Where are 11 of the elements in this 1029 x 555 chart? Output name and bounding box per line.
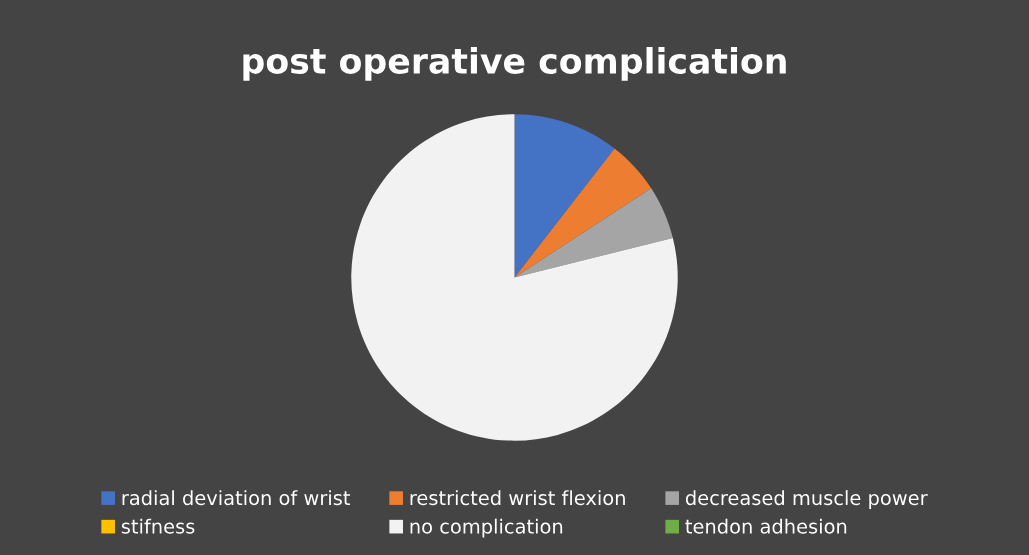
legend-label: tendon adhesion — [685, 518, 847, 534]
pie-slice — [351, 114, 678, 441]
legend-label: stifness — [121, 518, 195, 534]
pie-slice — [514, 114, 615, 278]
legend-label: restricted wrist flexion — [410, 490, 625, 506]
pie-slice — [514, 188, 673, 278]
legend-label: no complication — [410, 518, 563, 538]
legend-label: radial deviation of wrist — [122, 490, 351, 506]
legend-label: decreased muscle power — [685, 490, 928, 509]
pie-slice — [514, 148, 652, 278]
chart-title: post operative complication — [243, 47, 786, 81]
